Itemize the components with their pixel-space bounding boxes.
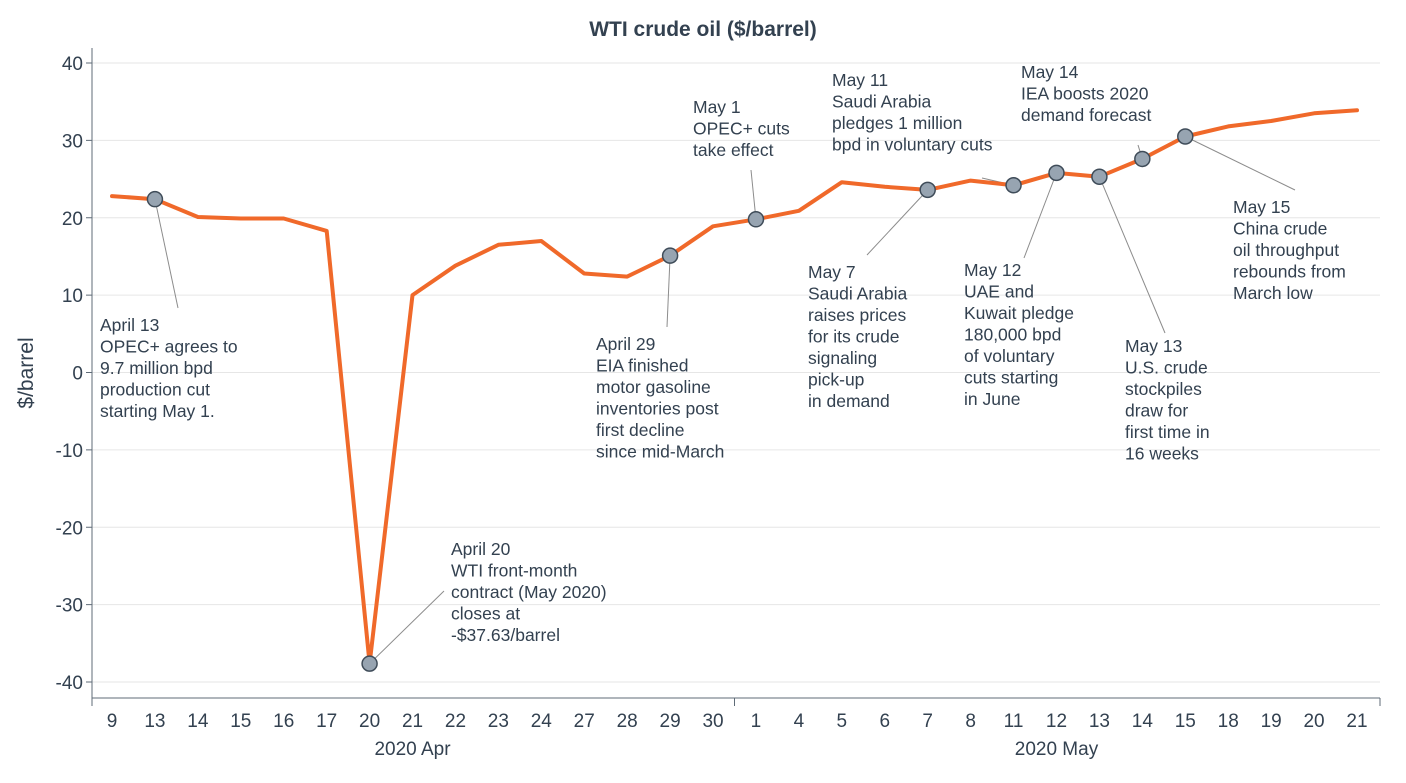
event-markers xyxy=(146,128,1194,672)
y-axis-label: $/barrel xyxy=(15,337,38,408)
annotation-leader xyxy=(369,590,445,665)
x-tick-label: 7 xyxy=(922,711,933,732)
event-annotation: May 12 UAE and Kuwait pledge 180,000 bpd of … xyxy=(964,260,1074,409)
annotation-leader xyxy=(750,169,757,220)
event-annotation: May 7 Saudi Arabia raises prices for its cr… xyxy=(808,262,908,411)
x-tick-label: 6 xyxy=(879,711,890,732)
event-marker xyxy=(1134,150,1151,168)
x-tick-label: 28 xyxy=(617,711,638,732)
x-tick-label: 19 xyxy=(1261,711,1282,732)
y-tick-label: 20 xyxy=(62,209,83,230)
y-tick-label: 40 xyxy=(62,54,83,75)
x-tick-label: 21 xyxy=(1346,711,1367,732)
annotation-labels: April 13 OPEC+ agrees to 9.7 million bpd pr… xyxy=(100,62,1346,645)
x-tick-label: 11 xyxy=(1004,711,1024,732)
event-marker xyxy=(661,247,679,264)
x-tick-label: 30 xyxy=(702,711,723,732)
event-marker xyxy=(361,655,378,672)
x-tick-label: 5 xyxy=(837,711,848,732)
x-tick-label: 18 xyxy=(1218,711,1239,732)
event-annotation: May 1 OPEC+ cuts take effect xyxy=(693,97,790,160)
y-tick-label: -20 xyxy=(56,518,83,539)
event-annotation: May 15 China crude oil throughput rebounds … xyxy=(1233,197,1346,303)
event-annotation: May 14 IEA boosts 2020 demand forecast xyxy=(1021,62,1151,125)
event-annotation: April 29 EIA finished motor gasoline invent… xyxy=(596,334,724,462)
x-tick-label: 15 xyxy=(1175,711,1196,732)
x-tick-label: 29 xyxy=(660,711,681,732)
x-tick-label: 14 xyxy=(187,711,209,732)
annotation-leader xyxy=(666,255,671,328)
chart-title: WTI crude oil ($/barrel) xyxy=(589,18,817,41)
x-tick-label: 13 xyxy=(1089,711,1110,732)
annotation-leader xyxy=(1098,176,1166,334)
y-tick-label: 10 xyxy=(62,286,83,307)
x-tick-label: 22 xyxy=(445,711,466,732)
event-annotation: May 11 Saudi Arabia pledges 1 million bpd i… xyxy=(832,70,993,155)
x-tick-label: 15 xyxy=(230,711,251,732)
event-marker xyxy=(1091,168,1108,185)
event-marker xyxy=(747,211,765,228)
x-tick-label: 9 xyxy=(107,711,118,732)
x-tick-label: 12 xyxy=(1046,711,1067,732)
y-tick-label: -40 xyxy=(56,673,83,694)
x-tick-label: 21 xyxy=(402,711,423,732)
x-tick-label: 13 xyxy=(144,711,165,732)
x-tick-label: 20 xyxy=(359,711,380,732)
x-tick-label: 1 xyxy=(751,711,762,732)
x-tick-label: 4 xyxy=(794,711,805,732)
x-group-label: 2020 May xyxy=(1015,739,1099,760)
x-tick-label: 20 xyxy=(1303,711,1324,732)
annotation-leader xyxy=(1185,136,1296,191)
event-annotation: April 20 WTI front-month contract (May 202… xyxy=(451,539,607,645)
gridlines xyxy=(92,62,1380,683)
x-group-label: 2020 Apr xyxy=(374,739,451,760)
x-tick-label: 16 xyxy=(273,711,294,732)
event-marker xyxy=(1177,128,1194,145)
event-marker xyxy=(1048,164,1065,182)
x-tick-label: 17 xyxy=(316,711,337,732)
event-annotation: April 13 OPEC+ agrees to 9.7 million bpd pr… xyxy=(100,315,238,421)
x-tick-label: 27 xyxy=(574,711,595,732)
x-tick-label: 23 xyxy=(488,711,509,732)
annotation-leaders xyxy=(154,136,1296,665)
x-tick-label: 24 xyxy=(531,711,553,732)
event-marker xyxy=(146,190,164,208)
annotation-leader xyxy=(154,199,179,309)
y-tick-label: -10 xyxy=(56,441,83,462)
y-tick-label: -30 xyxy=(56,596,83,617)
x-tick-label: 8 xyxy=(965,711,976,732)
annotation-leader xyxy=(866,189,929,256)
event-marker xyxy=(919,181,936,199)
event-marker xyxy=(1005,177,1022,194)
event-annotation: May 13 U.S. crude stockpiles draw for first … xyxy=(1125,336,1210,464)
x-tick-label: 14 xyxy=(1132,711,1154,732)
annotation-leader xyxy=(1023,172,1057,259)
y-tick-label: 0 xyxy=(72,364,83,385)
y-tick-label: 30 xyxy=(62,131,83,152)
